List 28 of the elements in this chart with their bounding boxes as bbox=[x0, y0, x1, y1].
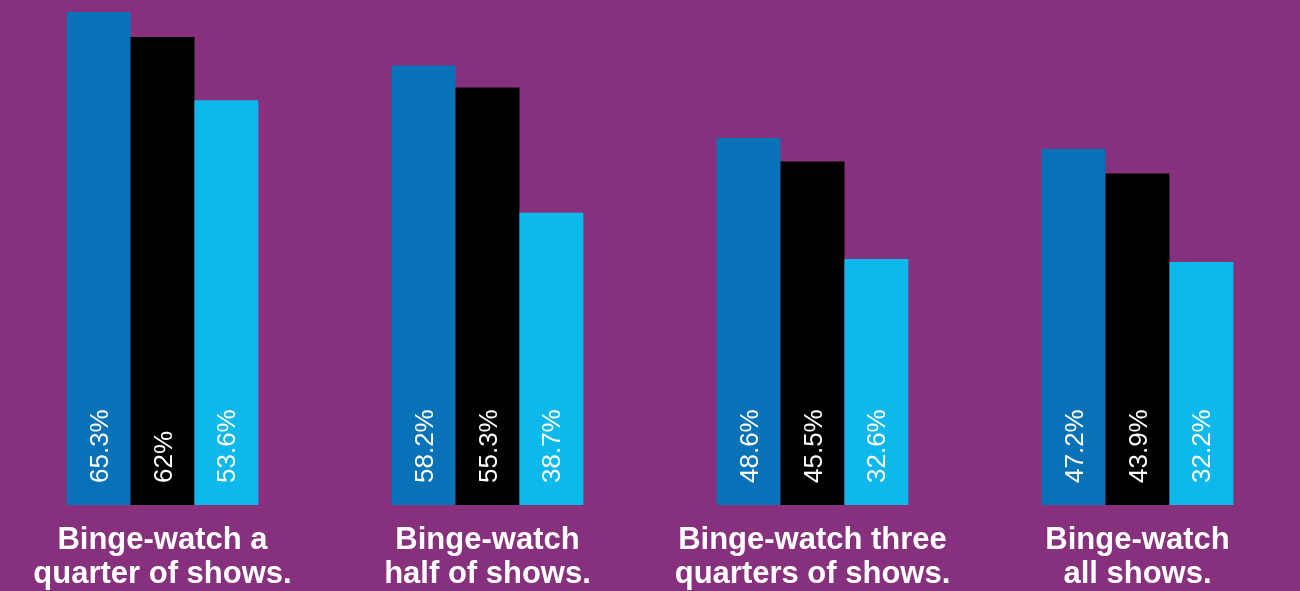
bar bbox=[844, 258, 909, 505]
data-label: 55.3% bbox=[472, 409, 503, 483]
bar bbox=[716, 138, 781, 505]
bar bbox=[194, 100, 259, 505]
bar bbox=[1169, 261, 1234, 505]
bar bbox=[1041, 148, 1106, 505]
data-label: 58.2% bbox=[408, 409, 439, 483]
bar bbox=[66, 12, 131, 505]
bar bbox=[780, 161, 845, 505]
bar bbox=[391, 65, 456, 505]
data-label: 62% bbox=[147, 430, 178, 483]
bar bbox=[519, 212, 584, 505]
x-tick-label: Binge-watch half of shows. bbox=[384, 520, 591, 590]
data-label: 53.6% bbox=[211, 409, 242, 483]
data-label: 48.6% bbox=[733, 409, 764, 483]
x-tick-label: Binge-watch a quarter of shows. bbox=[33, 520, 292, 590]
data-label: 38.7% bbox=[536, 409, 567, 483]
bar bbox=[130, 36, 195, 505]
data-label: 43.9% bbox=[1122, 409, 1153, 483]
bar bbox=[455, 87, 520, 505]
x-tick-label: Binge-watch all shows. bbox=[1045, 520, 1230, 590]
data-label: 45.5% bbox=[797, 409, 828, 483]
data-label: 47.2% bbox=[1058, 409, 1089, 483]
data-label: 65.3% bbox=[83, 409, 114, 483]
data-label: 32.2% bbox=[1186, 409, 1217, 483]
x-tick-label: Binge-watch three quarters of shows. bbox=[674, 520, 951, 590]
data-label: 32.6% bbox=[861, 409, 892, 483]
bar bbox=[1105, 173, 1170, 505]
